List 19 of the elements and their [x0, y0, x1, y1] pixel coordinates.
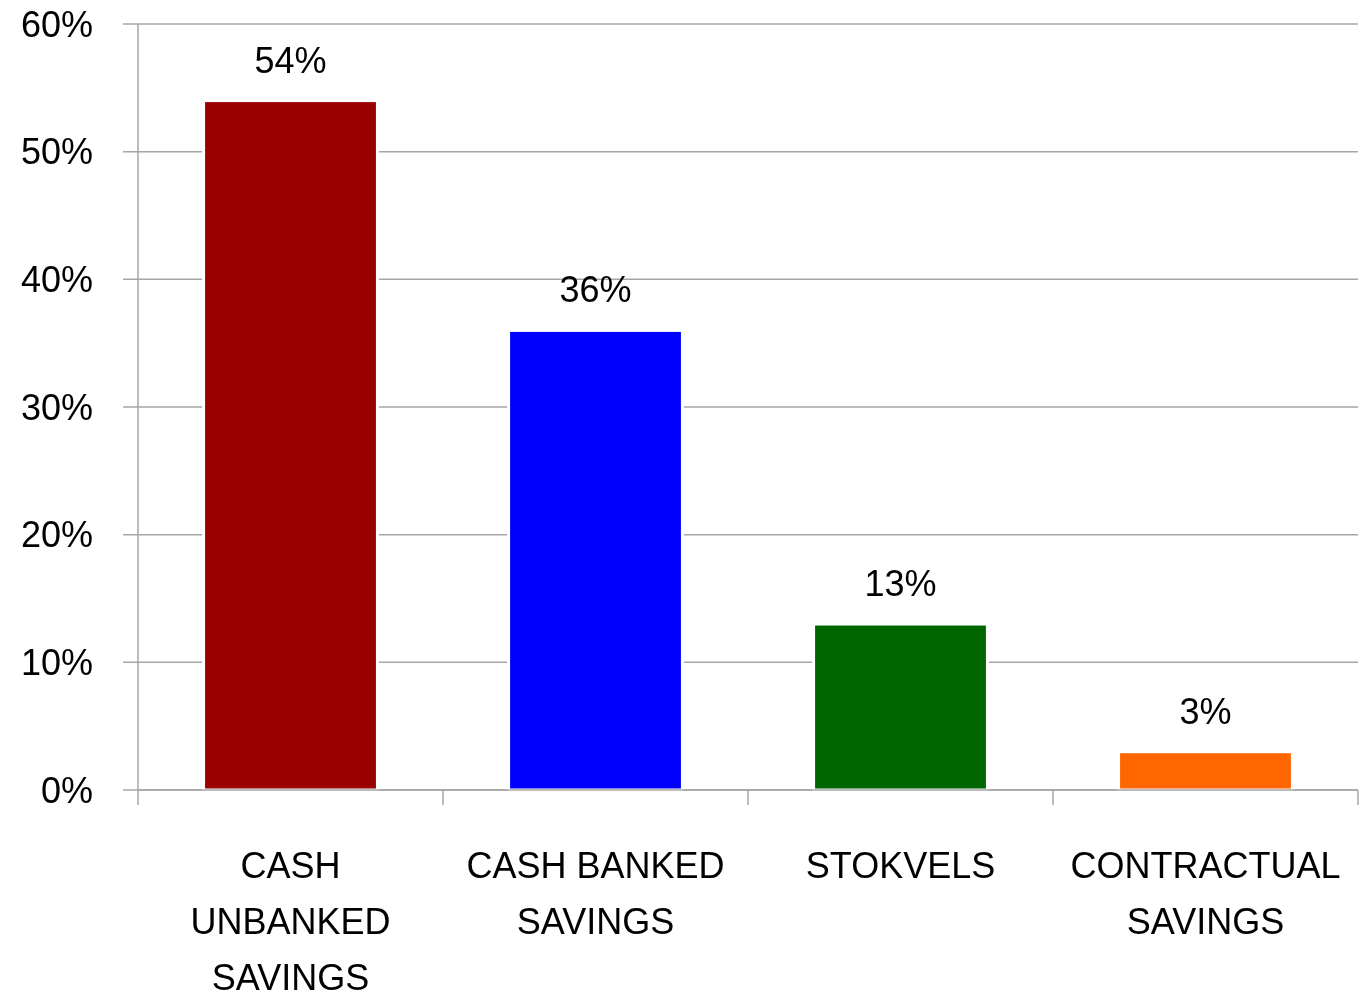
- data-label: 54%: [254, 39, 327, 81]
- y-tick-label: 40%: [20, 258, 93, 300]
- y-tick-label: 10%: [20, 641, 93, 683]
- x-tick-label: STOKVELS: [805, 845, 996, 886]
- bar: [507, 328, 684, 792]
- x-tick-label: CONTRACTUAL SAVINGS: [1070, 845, 1341, 942]
- x-tick-label: CASH BANKED SAVINGS: [466, 845, 725, 942]
- data-label: 36%: [559, 269, 632, 311]
- data-label: 13%: [864, 563, 937, 605]
- bar: [1117, 750, 1294, 792]
- y-tick-label: 0%: [40, 769, 93, 811]
- data-label: 3%: [1179, 690, 1232, 732]
- y-tick-label: 30%: [20, 386, 93, 428]
- x-tick-label: CASH UNBANKED SAVINGS: [190, 845, 391, 998]
- bar: [812, 622, 989, 792]
- y-tick-label: 50%: [20, 131, 93, 173]
- y-tick-label: 60%: [20, 3, 93, 45]
- bar: [202, 99, 379, 792]
- y-tick-label: 20%: [20, 514, 93, 556]
